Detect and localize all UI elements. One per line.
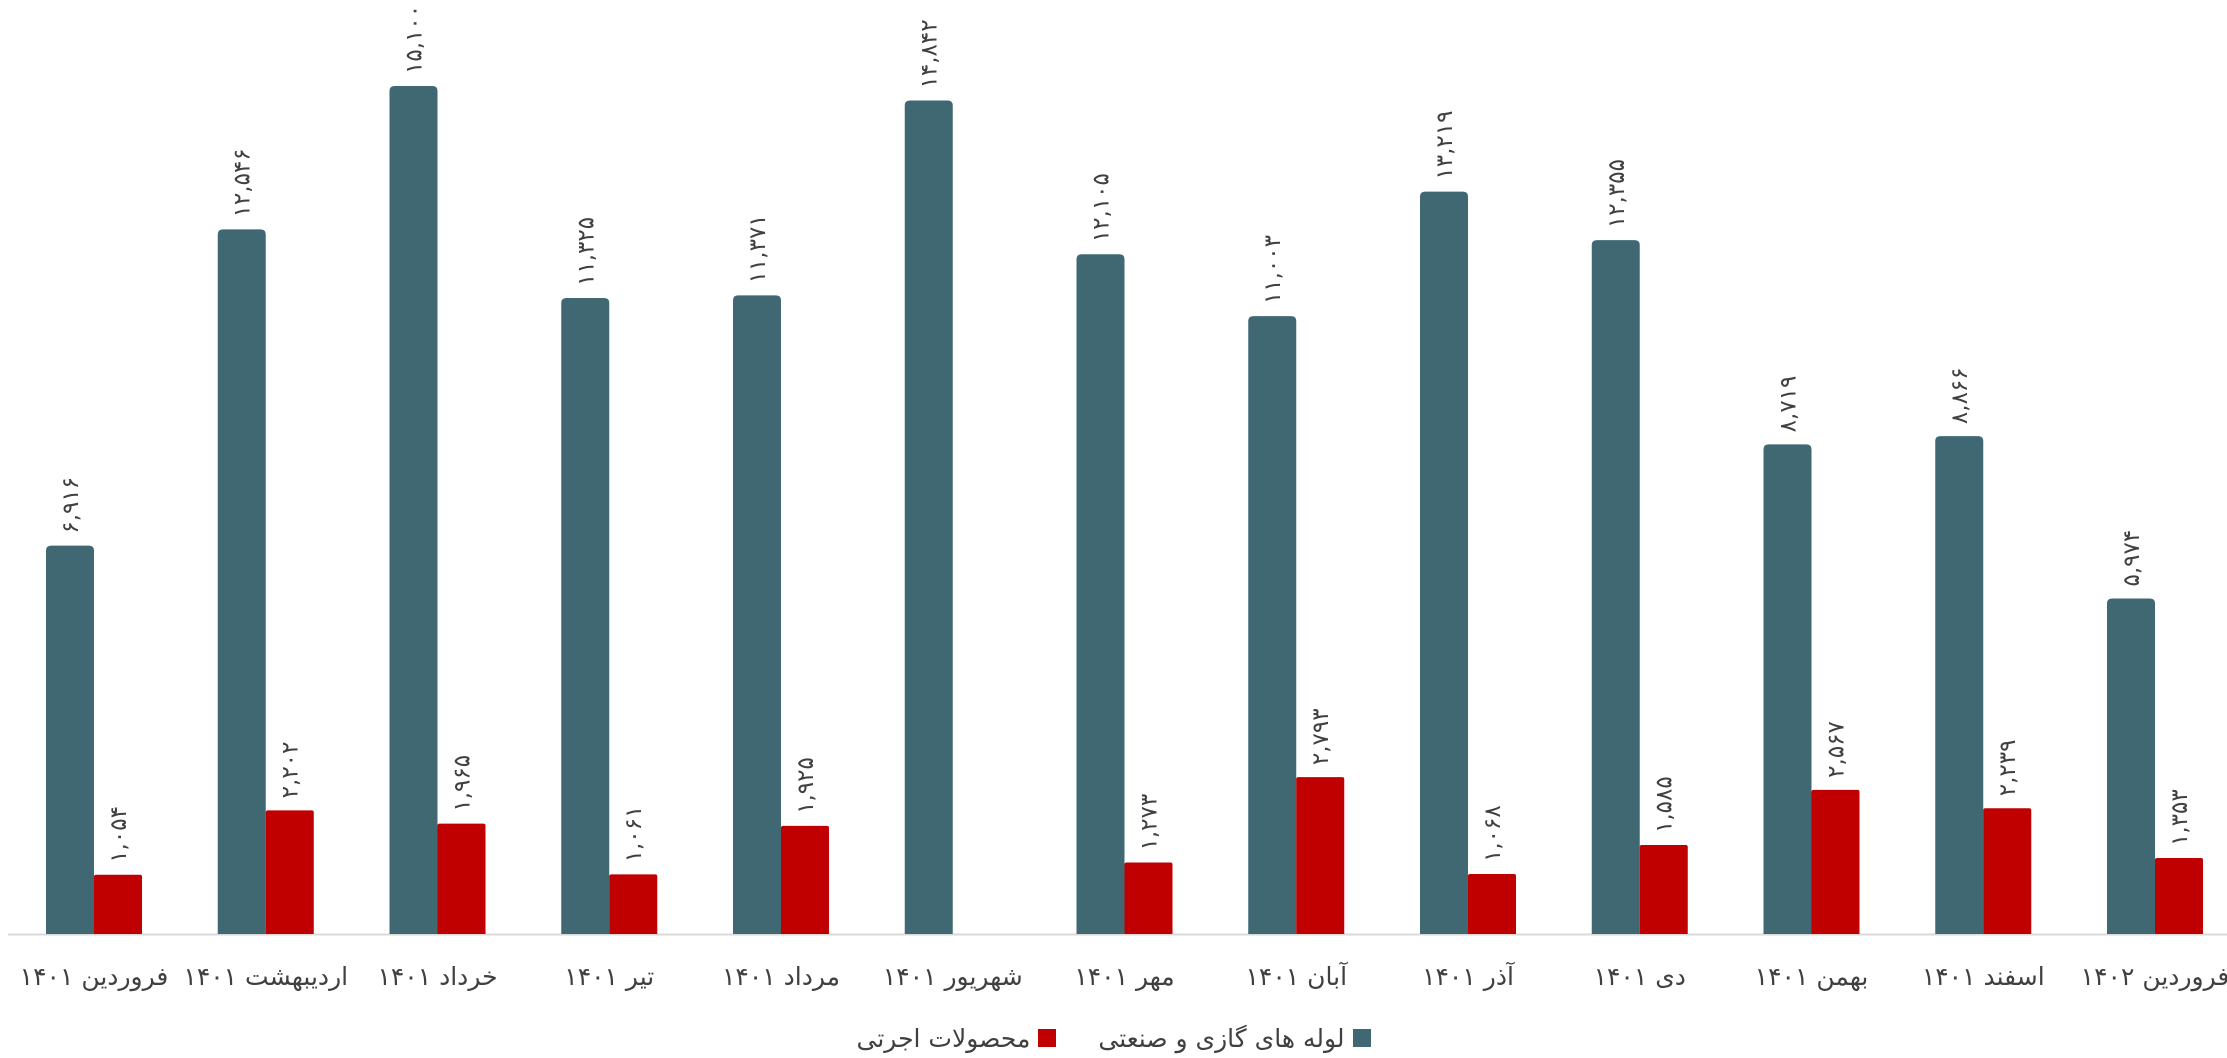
- bar-gas-industrial-3: [561, 298, 610, 934]
- category-label-3: تیر ۱۴۰۱: [564, 962, 654, 991]
- bar-contract-0: [94, 874, 142, 934]
- bar-gas-industrial-10: [1763, 444, 1812, 934]
- legend-item-gas-industrial: لوله های گازی و صنعتی: [1098, 1023, 1371, 1053]
- data-label-contract-7: ۲,۷۹۳: [1308, 708, 1334, 765]
- category-label-10: بهمن ۱۴۰۱: [1755, 962, 1869, 992]
- data-label-contract-4: ۱,۹۲۵: [793, 757, 819, 814]
- bar-contract-2: [437, 823, 486, 934]
- category-label-1: اردیبهشت ۱۴۰۱: [183, 962, 348, 992]
- data-label-gas-industrial-3: ۱۱,۳۲۵: [573, 217, 599, 286]
- bar-gas-industrial-9: [1591, 240, 1640, 934]
- category-label-0: فروردین ۱۴۰۱: [20, 962, 169, 992]
- data-label-contract-9: ۱,۵۸۵: [1652, 776, 1678, 833]
- data-label-gas-industrial-7: ۱۱,۰۰۳: [1260, 235, 1286, 304]
- bar-gas-industrial-7: [1248, 316, 1297, 934]
- bar-contract-3: [609, 874, 658, 934]
- data-label-contract-10: ۲,۵۶۷: [1824, 721, 1850, 778]
- data-label-contract-8: ۱,۰۶۸: [1480, 805, 1506, 862]
- data-label-contract-2: ۱,۹۶۵: [450, 755, 476, 812]
- bar-gas-industrial-8: [1420, 191, 1468, 935]
- category-label-11: اسفند ۱۴۰۱: [1922, 962, 2045, 991]
- bar-contract-10: [1811, 789, 1860, 934]
- data-label-gas-industrial-12: ۵,۹۷۴: [2119, 530, 2145, 587]
- legend-swatch-gas-industrial: [1352, 1029, 1371, 1047]
- bar-gas-industrial-0: [46, 545, 94, 934]
- data-label-contract-12: ۱,۳۵۳: [2167, 789, 2193, 846]
- data-label-gas-industrial-9: ۱۲,۳۵۵: [1604, 159, 1630, 228]
- bar-contract-11: [1983, 808, 2032, 934]
- category-label-9: دی ۱۴۰۱: [1594, 962, 1686, 991]
- bar-contract-4: [781, 825, 829, 934]
- data-label-gas-industrial-11: ۸,۸۶۶: [1947, 367, 1973, 424]
- data-label-gas-industrial-8: ۱۳,۲۱۹: [1432, 111, 1458, 180]
- data-label-gas-industrial-6: ۱۲,۱۰۵: [1089, 173, 1115, 242]
- category-label-4: مرداد ۱۴۰۱: [722, 962, 840, 991]
- bar-contract-8: [1468, 874, 1516, 934]
- bar-gas-industrial-11: [1935, 436, 1984, 934]
- bar-gas-industrial-1: [217, 229, 266, 934]
- data-label-gas-industrial-1: ۱۲,۵۴۶: [230, 148, 256, 217]
- bar-contract-1: [265, 810, 314, 934]
- category-label-2: خرداد ۱۴۰۱: [377, 962, 497, 991]
- bar-gas-industrial-12: [2107, 598, 2155, 934]
- legend-label-contract: محصولات اجرتی: [856, 1023, 1031, 1053]
- bar-contract-6: [1124, 862, 1173, 934]
- data-label-gas-industrial-4: ۱۱,۳۷۱: [745, 214, 771, 283]
- category-label-8: آذر ۱۴۰۱: [1422, 961, 1515, 991]
- data-label-contract-1: ۲,۲۰۲: [278, 742, 304, 799]
- category-label-7: آبان ۱۴۰۱: [1245, 961, 1348, 991]
- bar-contract-9: [1639, 844, 1688, 934]
- data-label-contract-0: ۱,۰۵۴: [106, 806, 132, 863]
- legend-label-gas-industrial: لوله های گازی و صنعتی: [1098, 1023, 1345, 1053]
- data-label-contract-3: ۱,۰۶۱: [621, 806, 647, 863]
- legend: لوله های گازی و صنعتی محصولات اجرتی: [0, 1018, 2227, 1058]
- data-label-gas-industrial-0: ۶,۹۱۶: [58, 477, 84, 534]
- bar-gas-industrial-2: [389, 86, 438, 934]
- bar-gas-industrial-4: [733, 295, 781, 934]
- bar-contract-7: [1296, 777, 1345, 934]
- category-label-6: مهر ۱۴۰۱: [1074, 962, 1174, 992]
- data-label-gas-industrial-2: ۱۵,۱۰۰: [402, 5, 428, 74]
- category-label-12: فروردین ۱۴۰۲: [2081, 962, 2227, 992]
- bar-contract-12: [2155, 858, 2203, 934]
- bar-gas-industrial-6: [1076, 254, 1125, 934]
- legend-swatch-contract: [1038, 1029, 1057, 1047]
- bar-gas-industrial-5: [904, 100, 953, 934]
- data-label-gas-industrial-5: ۱۴,۸۴۲: [917, 19, 943, 88]
- category-label-5: شهریور ۱۴۰۱: [883, 962, 1023, 992]
- data-label-gas-industrial-10: ۸,۷۱۹: [1776, 376, 1802, 433]
- data-label-contract-6: ۱,۲۷۳: [1137, 794, 1163, 851]
- legend-item-contract: محصولات اجرتی: [857, 1024, 1057, 1053]
- data-label-contract-11: ۲,۲۳۹: [1995, 740, 2021, 797]
